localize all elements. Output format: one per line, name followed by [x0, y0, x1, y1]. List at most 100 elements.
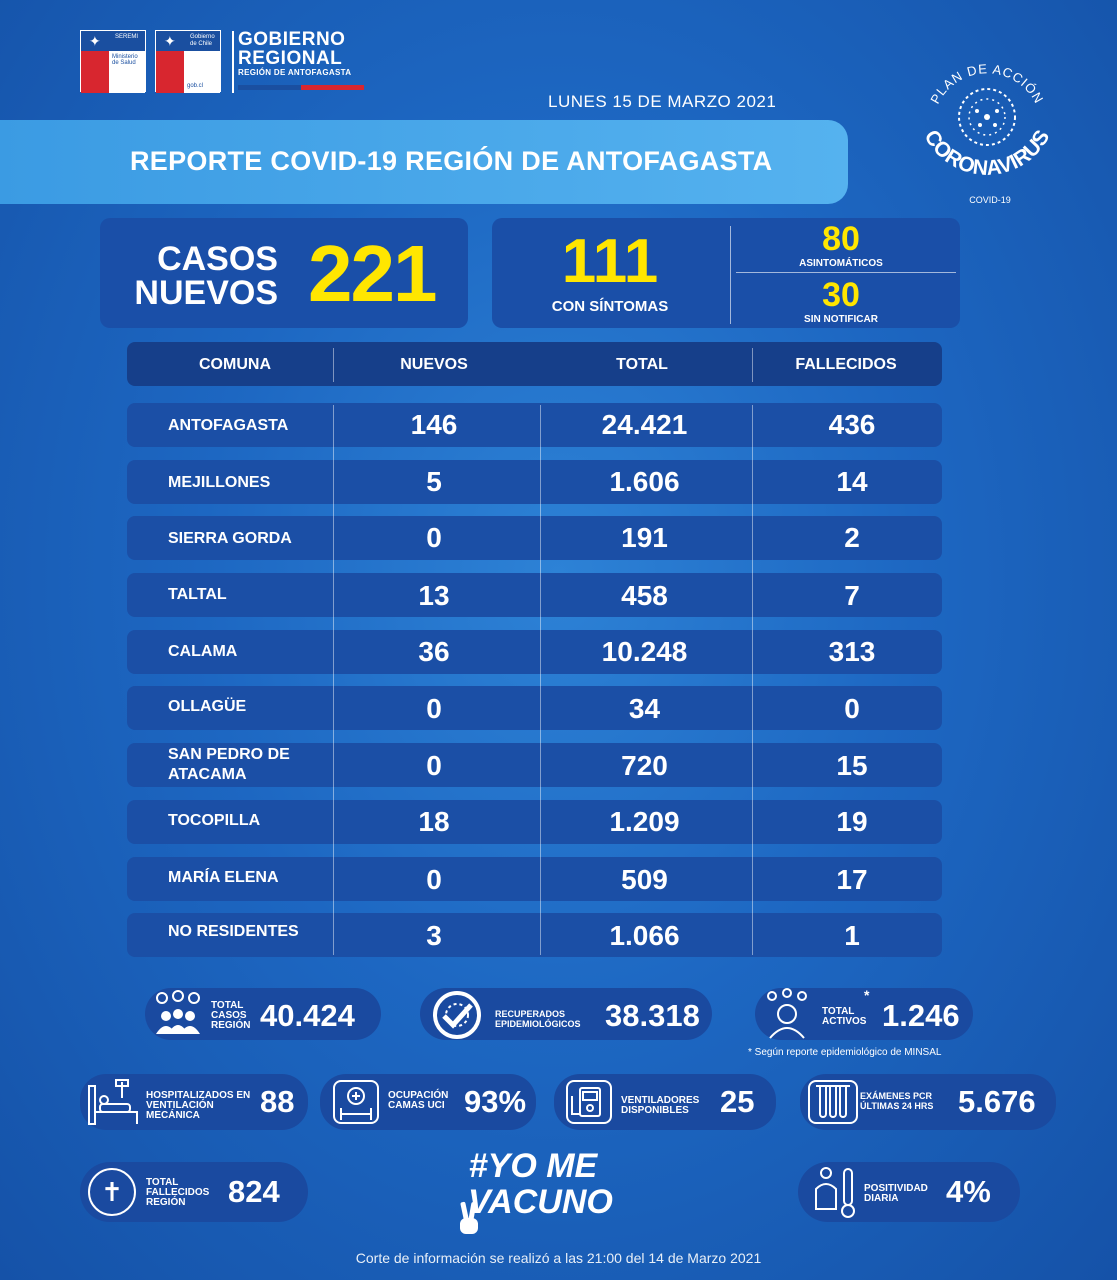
footer-note: Corte de información se realizó a las 21…: [355, 1250, 762, 1266]
cell-comuna: ANTOFAGASTA: [168, 417, 289, 434]
casos-label-line2: NUEVOS: [134, 274, 278, 312]
table-row: [127, 857, 942, 901]
sick-person-icon: [767, 988, 807, 1039]
table-row: [127, 403, 942, 447]
cell-fallecidos: 7: [844, 580, 860, 611]
ocupacion-stat: [320, 1074, 536, 1130]
gobierno-subtitle: REGIÓN DE ANTOFAGASTA: [238, 68, 352, 77]
seremi-logo: ✦ SEREMI Ministerio de Salud: [80, 30, 146, 93]
cell-comuna: TOCOPILLA: [168, 812, 261, 829]
cell-total: 1.606: [609, 466, 680, 497]
ventiladores-value: 25: [720, 1084, 755, 1119]
casos-label-line1: CASOS: [157, 240, 278, 278]
activos-asterisk: *: [864, 987, 870, 1003]
cell-nuevos: 0: [426, 864, 442, 895]
hospitalizados-label: HOSPITALIZADOS EN VENTILACIÓN MECÁNICA: [146, 1090, 251, 1121]
cell-comuna: MARÍA ELENA: [168, 869, 279, 886]
hospital-bed-icon: [88, 1079, 138, 1125]
cell-comuna: TALTAL: [168, 586, 227, 603]
cell-nuevos: 146: [410, 409, 458, 440]
total-casos-label: TOTAL CASOS REGIÓN: [211, 1000, 251, 1031]
cell-fallecidos: 0: [844, 693, 860, 724]
activos-note: * Según reporte epidemiológico de MINSAL: [748, 1047, 942, 1058]
peace-hand-icon: [460, 1201, 478, 1234]
sin-notificar-value: 30: [822, 276, 860, 314]
icu-bed-icon: [333, 1080, 379, 1124]
gobierno-line1: GOBIERNO: [238, 29, 346, 50]
header-comuna: COMUNA: [199, 356, 271, 373]
column-divider: [540, 405, 541, 955]
cell-comuna: MEJILLONES: [168, 474, 271, 491]
cell-fallecidos: 19: [836, 806, 868, 837]
gobierno-line2: REGIONAL: [238, 48, 343, 69]
recuperados-label: RECUPERADOS EPIDEMIOLÓGICOS: [495, 1009, 581, 1029]
header-divider: [752, 348, 753, 382]
examenes-stat: [800, 1074, 1056, 1130]
cell-nuevos: 18: [418, 806, 450, 837]
cell-total: 509: [621, 864, 668, 895]
header-fallecidos: FALLECIDOS: [795, 356, 897, 373]
asintomaticos-value: 80: [822, 220, 860, 258]
cell-comuna: OLLAGÜE: [168, 698, 247, 715]
ocupacion-value: 93%: [464, 1084, 527, 1119]
table-row: [127, 686, 942, 730]
table-header: [127, 342, 942, 386]
gobierno-chile-logo-bottom-text: gob.cl: [184, 51, 220, 93]
cell-total: 10.248: [601, 636, 688, 667]
cell-fallecidos: 1: [844, 920, 860, 951]
seremi-logo-top-text: SEREMI: [115, 34, 139, 40]
campaign-line2: VACUNO: [468, 1183, 613, 1221]
cell-nuevos: 36: [418, 636, 450, 667]
emblem-main-text: CORONAVIRUS: [920, 126, 1055, 180]
cell-total: 1.209: [609, 806, 680, 837]
gobierno-chile-logo: ✦ Gobierno de Chile gob.cl: [155, 30, 221, 93]
asintomaticos-label: ASINTOMÁTICOS: [799, 258, 883, 269]
logo-divider: [232, 31, 234, 93]
summary-divider-vertical: [730, 226, 731, 324]
cell-fallecidos: 17: [836, 864, 868, 895]
cell-total: 24.421: [601, 409, 688, 440]
cell-total: 191: [621, 522, 668, 553]
total-casos-value: 40.424: [260, 998, 355, 1033]
recovered-check-icon: [433, 991, 481, 1039]
sintomas-panel: [492, 218, 960, 328]
activos-label: TOTAL ACTIVOS: [822, 1006, 867, 1027]
table-row: [127, 516, 942, 560]
gobierno-chile-logo-top-text: Gobierno de Chile: [190, 34, 215, 47]
cell-nuevos: 0: [426, 693, 442, 724]
svg-text:CORONAVIRUS: CORONAVIRUS: [920, 126, 1055, 180]
seremi-logo-bottom-text: Ministerio de Salud: [109, 51, 145, 93]
cell-fallecidos: 313: [828, 636, 876, 667]
cell-total: 1.066: [609, 920, 680, 951]
emblem-sub-text: COVID-19: [969, 195, 1011, 205]
cell-comuna: CALAMA: [168, 643, 238, 660]
table-row: [127, 743, 942, 787]
cell-nuevos: 0: [426, 522, 442, 553]
con-sintomas-value: 111: [561, 227, 659, 296]
gobierno-regional-logo: GOBIERNO REGIONAL REGIÓN DE ANTOFAGASTA: [238, 30, 351, 78]
column-divider: [752, 405, 753, 955]
coronavirus-emblem: PLAN DE ACCIÓN CORONAVIRUS COVID-19: [920, 61, 1055, 205]
ocupacion-label: OCUPACIÓN CAMAS UCI: [388, 1090, 449, 1111]
table-row: [127, 800, 942, 844]
campaign-line1: #YO ME: [468, 1147, 598, 1185]
activos-value: 1.246: [882, 998, 960, 1033]
ventiladores-stat: [554, 1074, 776, 1130]
positividad-value: 4%: [946, 1174, 991, 1209]
table-row: [127, 573, 942, 617]
casos-nuevos-panel: [100, 218, 468, 328]
cell-total: 458: [621, 580, 668, 611]
cell-fallecidos: 15: [836, 750, 868, 781]
report-date: LUNES 15 DE MARZO 2021: [548, 92, 777, 111]
test-tubes-icon: [808, 1080, 858, 1124]
cell-fallecidos: 2: [844, 522, 860, 553]
casos-nuevos-value: 221: [308, 229, 437, 318]
header-divider: [333, 348, 334, 382]
cell-nuevos: 5: [426, 466, 442, 497]
casos-nuevos-label: CASOS NUEVOS: [120, 242, 278, 310]
cell-total: 720: [621, 750, 668, 781]
thermometer-person-icon: [815, 1167, 855, 1218]
cell-nuevos: 3: [426, 920, 442, 951]
cross-icon: ✝: [88, 1168, 136, 1216]
cell-comuna: SAN PEDRO DE ATACAMA: [168, 746, 290, 783]
